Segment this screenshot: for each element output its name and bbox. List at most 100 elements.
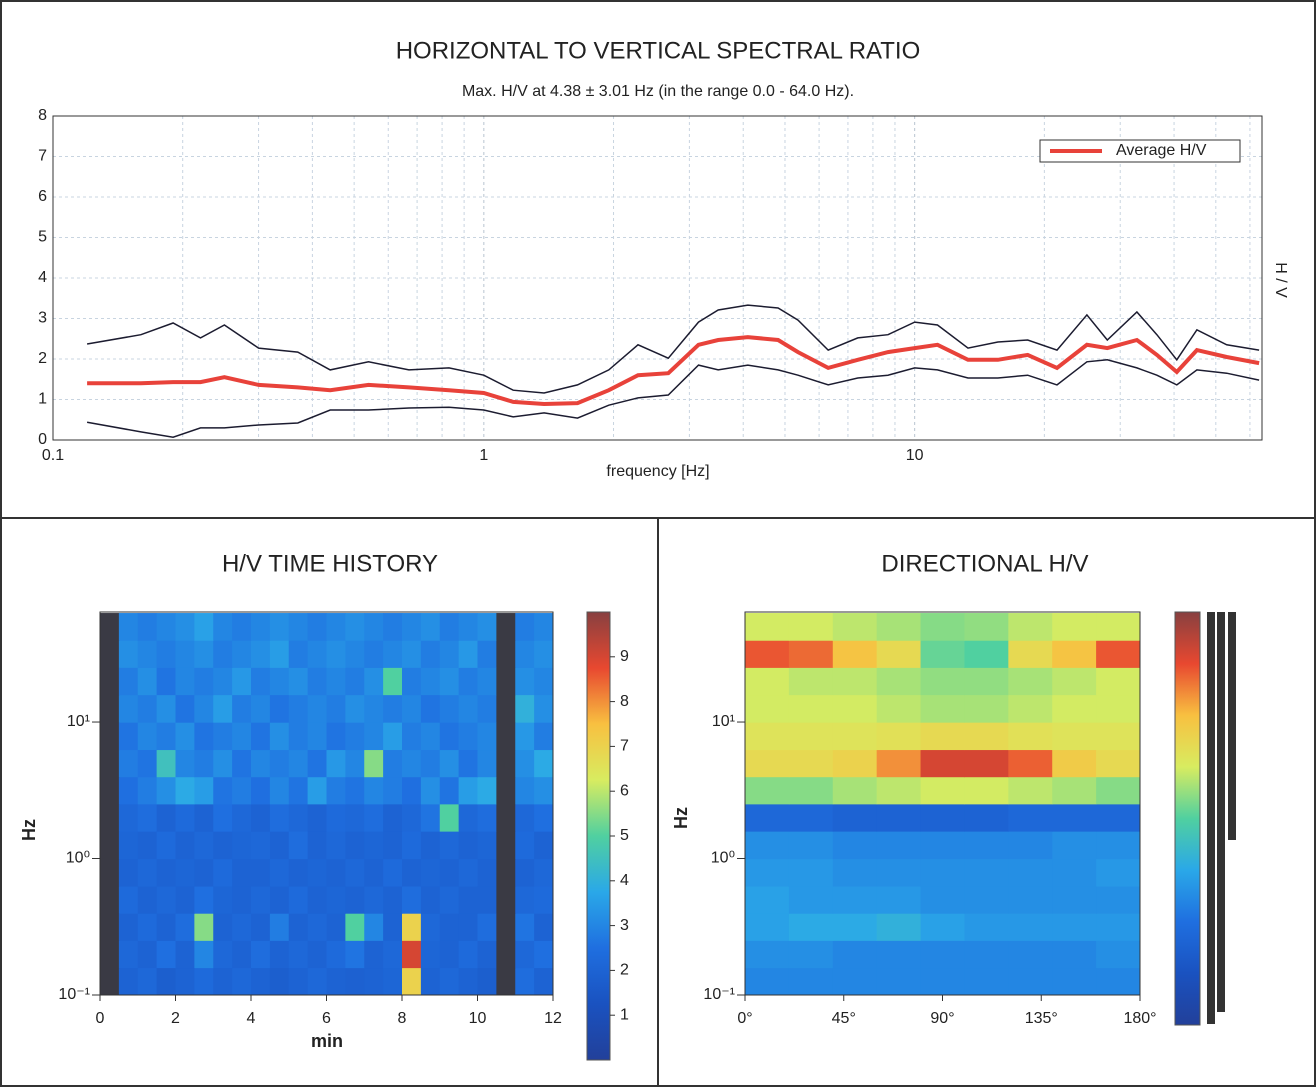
heatmap-cell: [345, 640, 365, 668]
heatmap-cell: [232, 831, 252, 860]
heatmap-cell: [288, 749, 309, 778]
heatmap-cell: [832, 803, 878, 832]
heatmap-cell: [534, 858, 554, 887]
heatmap-cell: [876, 940, 922, 969]
heatmap-cell: [269, 831, 290, 860]
heatmap-cell: [326, 694, 346, 723]
heatmap-cell: [515, 886, 535, 914]
chart-title: H/V TIME HISTORY: [222, 550, 438, 577]
heatmap-cell: [269, 694, 290, 723]
heatmap-cell: [1052, 722, 1097, 751]
heatmap-cell: [1052, 749, 1097, 778]
heatmap-cell: [920, 640, 965, 668]
heatmap-cell: [496, 913, 516, 941]
heatmap-cell: [251, 831, 271, 860]
heatmap-cell: [920, 831, 965, 860]
heatmap-cell: [477, 667, 497, 696]
heatmap-cell: [964, 831, 1009, 860]
heatmap-cell: [288, 694, 309, 723]
heatmap-cell: [194, 722, 214, 751]
heatmap-cell: [251, 640, 271, 668]
heatmap-cell: [876, 722, 922, 751]
heatmap-cell: [458, 640, 478, 668]
x-tick-label: 2: [171, 1010, 180, 1027]
heatmap-cell: [326, 831, 346, 860]
heatmap-cell: [156, 722, 176, 751]
heatmap-cell: [1052, 803, 1097, 832]
colorbar-tick-label: 8: [620, 693, 629, 710]
data-line: [87, 335, 1260, 407]
heatmap-cell: [156, 803, 176, 832]
heatmap-cell: [477, 749, 497, 778]
heatmap-cell: [288, 667, 309, 696]
heatmap-cell: [788, 613, 834, 641]
x-tick-label: 90°: [930, 1010, 954, 1027]
heatmap-cell: [420, 913, 441, 941]
heatmap-cell: [194, 749, 214, 778]
x-tick-label: 0°: [737, 1010, 752, 1027]
heatmap-cell: [364, 722, 384, 751]
heatmap-cell: [964, 803, 1009, 832]
colorbar-tick-label: 3: [620, 917, 629, 934]
heatmap-cell: [1052, 776, 1097, 805]
y-tick-label: 10⁰: [66, 850, 90, 867]
heatmap-cell: [383, 613, 403, 641]
heatmap-cell: [137, 803, 158, 832]
heatmap-cell: [1096, 667, 1141, 696]
heatmap-cell: [920, 667, 965, 696]
heatmap-cell: [383, 886, 403, 914]
heatmap-cell: [383, 858, 403, 887]
heatmap-cell: [832, 776, 878, 805]
heatmap-cell: [156, 913, 176, 941]
heatmap-cell: [439, 886, 460, 914]
heatmap-cell: [100, 640, 120, 668]
y-tick-label: 1: [38, 391, 47, 408]
heatmap-cell: [383, 640, 403, 668]
heatmap-cell: [307, 694, 327, 723]
heatmap-cell: [307, 722, 327, 751]
heatmap-cell: [477, 640, 497, 668]
heatmap-cell: [832, 913, 878, 941]
heatmap-cell: [137, 967, 158, 996]
heatmap-cell: [439, 694, 460, 723]
heatmap-cell: [364, 858, 384, 887]
heatmap-cell: [213, 858, 233, 887]
heatmap-cell: [383, 667, 403, 696]
heatmap-cell: [832, 640, 878, 668]
heatmap-cell: [175, 831, 195, 860]
heatmap-cell: [364, 967, 384, 996]
heatmap-cell: [788, 940, 834, 969]
heatmap-cell: [515, 640, 535, 668]
heatmap-cell: [832, 749, 878, 778]
heatmap-cell: [402, 694, 422, 723]
heatmap-cell: [326, 940, 346, 969]
heatmap-cell: [439, 967, 460, 996]
heatmap-cell: [420, 886, 441, 914]
heatmap-cell: [269, 967, 290, 996]
heatmap-cell: [1096, 831, 1141, 860]
colorbar-tick-label: 2: [620, 962, 629, 979]
heatmap-cell: [1052, 967, 1097, 996]
heatmap-cell: [458, 913, 478, 941]
x-tick-label: 0: [96, 1010, 105, 1027]
heatmap-cell: [364, 803, 384, 832]
x-tick-label: 135°: [1025, 1010, 1058, 1027]
heatmap-cell: [1096, 858, 1141, 887]
heatmap-cell: [964, 886, 1009, 914]
heatmap-cell: [876, 831, 922, 860]
x-tick-label: 10: [469, 1010, 487, 1027]
heatmap-cell: [832, 667, 878, 696]
colorbar: [1174, 611, 1201, 1026]
heatmap-cell: [156, 886, 176, 914]
legend-label: Average H/V: [1116, 142, 1207, 159]
heatmap-cell: [345, 613, 365, 641]
heatmap-cell: [1008, 886, 1053, 914]
heatmap-cell: [477, 722, 497, 751]
heatmap-cell: [100, 613, 120, 641]
heatmap-cell: [876, 803, 922, 832]
heatmap-cell: [175, 967, 195, 996]
heatmap-cell: [251, 886, 271, 914]
heatmap-cell: [100, 749, 120, 778]
heatmap-cell: [402, 803, 422, 832]
heatmap-cell: [402, 722, 422, 751]
